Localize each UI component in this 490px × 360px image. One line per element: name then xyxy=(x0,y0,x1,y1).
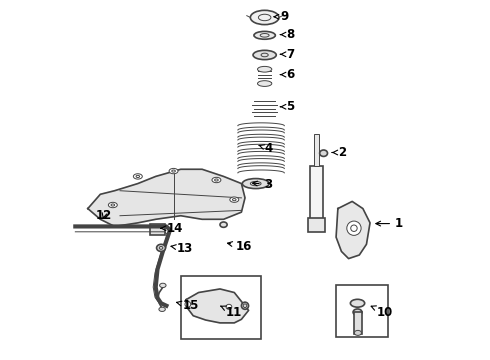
Text: 14: 14 xyxy=(161,222,183,235)
Ellipse shape xyxy=(250,10,279,24)
Ellipse shape xyxy=(160,283,166,288)
Ellipse shape xyxy=(230,197,239,202)
Ellipse shape xyxy=(253,50,276,60)
Text: 2: 2 xyxy=(332,146,346,159)
Text: 12: 12 xyxy=(96,209,112,222)
Text: 8: 8 xyxy=(280,28,294,41)
Ellipse shape xyxy=(258,66,272,72)
Text: 3: 3 xyxy=(252,178,273,191)
Text: 7: 7 xyxy=(280,48,294,61)
Ellipse shape xyxy=(353,309,362,315)
Ellipse shape xyxy=(185,301,191,307)
Text: 9: 9 xyxy=(274,10,289,23)
Polygon shape xyxy=(186,289,248,323)
Text: 16: 16 xyxy=(227,240,252,253)
Ellipse shape xyxy=(242,302,248,309)
Ellipse shape xyxy=(108,202,117,208)
Bar xyxy=(308,217,325,232)
Ellipse shape xyxy=(354,330,362,336)
Text: 6: 6 xyxy=(280,68,294,81)
Polygon shape xyxy=(336,202,370,258)
Text: 5: 5 xyxy=(280,100,294,113)
Ellipse shape xyxy=(157,244,166,251)
Bar xyxy=(354,312,362,334)
Text: 11: 11 xyxy=(220,306,243,319)
Ellipse shape xyxy=(350,299,365,307)
Text: 10: 10 xyxy=(371,306,393,319)
Text: 13: 13 xyxy=(171,242,194,255)
Ellipse shape xyxy=(133,174,142,179)
Bar xyxy=(336,285,388,337)
Ellipse shape xyxy=(243,179,269,189)
Ellipse shape xyxy=(254,31,275,39)
Ellipse shape xyxy=(220,222,227,227)
Ellipse shape xyxy=(169,168,178,174)
Text: 1: 1 xyxy=(376,217,403,230)
Bar xyxy=(310,166,323,219)
Polygon shape xyxy=(88,169,245,226)
Ellipse shape xyxy=(212,177,221,183)
Ellipse shape xyxy=(226,304,232,309)
Ellipse shape xyxy=(347,221,361,235)
Bar xyxy=(150,224,165,235)
Bar xyxy=(314,134,319,166)
Text: 15: 15 xyxy=(176,299,199,312)
Bar xyxy=(181,276,261,339)
Ellipse shape xyxy=(258,81,272,86)
Text: 4: 4 xyxy=(259,142,273,155)
Ellipse shape xyxy=(319,150,327,157)
Ellipse shape xyxy=(159,307,165,311)
